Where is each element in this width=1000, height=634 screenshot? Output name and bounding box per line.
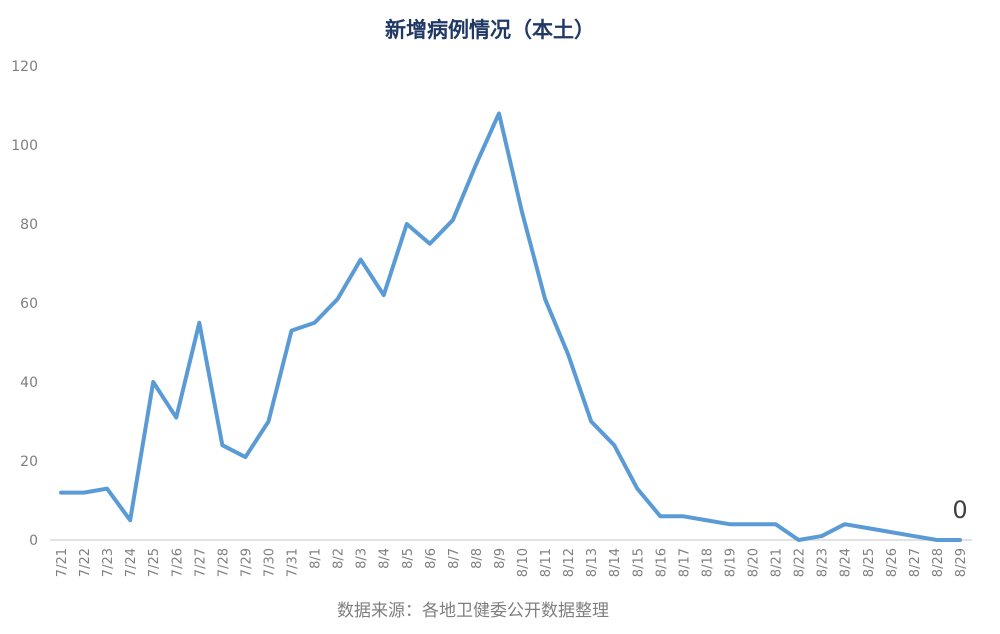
- x-tick-label: 8/8: [470, 548, 485, 569]
- x-tick-label: 8/28: [931, 548, 946, 577]
- x-tick-label: 8/18: [700, 548, 715, 577]
- x-tick-label: 8/20: [747, 548, 762, 577]
- x-tick-label: 8/12: [562, 548, 577, 577]
- x-tick-label: 8/21: [770, 548, 785, 577]
- x-tick-label: 8/19: [723, 548, 738, 577]
- x-tick-label: 8/16: [654, 548, 669, 577]
- x-tick-label: 8/6: [424, 548, 439, 569]
- x-tick-label: 8/4: [378, 548, 393, 569]
- x-tick-label: 8/24: [839, 548, 854, 577]
- x-tick-label: 7/21: [55, 548, 70, 577]
- x-tick-label: 7/23: [101, 548, 116, 577]
- y-tick-label: 20: [20, 454, 38, 470]
- x-tick-label: 7/27: [193, 548, 208, 577]
- y-tick-label: 120: [11, 59, 38, 75]
- y-tick-label: 100: [11, 138, 38, 154]
- x-tick-label: 8/11: [539, 548, 554, 577]
- y-tick-label: 80: [20, 217, 38, 233]
- x-tick-label: 7/31: [286, 548, 301, 577]
- y-tick-label: 0: [29, 533, 38, 549]
- x-tick-label: 8/2: [332, 548, 347, 569]
- source-note: 数据来源：各地卫健委公开数据整理: [337, 601, 609, 621]
- y-tick-label: 40: [20, 375, 38, 391]
- x-tick-label: 8/15: [631, 548, 646, 577]
- x-tick-label: 8/14: [608, 548, 623, 577]
- chart-title: 新增病例情况（本土）: [385, 18, 595, 42]
- x-tick-label: 8/26: [885, 548, 900, 577]
- x-tick-label: 8/5: [401, 548, 416, 569]
- y-tick-label: 60: [20, 296, 38, 312]
- x-tick-label: 8/29: [954, 548, 969, 577]
- x-tick-label: 7/28: [216, 548, 231, 577]
- x-tick-label: 8/17: [677, 548, 692, 577]
- series-line: [59, 111, 962, 542]
- x-tick-label: 8/7: [447, 548, 462, 569]
- x-tick-label: 7/22: [78, 548, 93, 577]
- x-tick-label: 7/30: [262, 548, 277, 577]
- x-tick-label: 7/26: [170, 548, 185, 577]
- x-tick-label: 8/25: [862, 548, 877, 577]
- x-tick-label: 7/29: [239, 548, 254, 577]
- x-tick-label: 8/27: [908, 548, 923, 577]
- x-tick-label: 8/10: [516, 548, 531, 577]
- x-tick-label: 8/22: [793, 548, 808, 577]
- x-tick-label: 8/23: [816, 548, 831, 577]
- x-tick-label: 8/9: [493, 548, 508, 569]
- x-tick-label: 8/3: [355, 548, 370, 569]
- x-tick-label: 7/24: [124, 548, 139, 577]
- last-value-annotation: 0: [952, 496, 967, 524]
- x-tick-label: 8/13: [585, 548, 600, 577]
- x-tick-label: 7/25: [147, 548, 162, 577]
- x-tick-label: 8/1: [309, 548, 324, 569]
